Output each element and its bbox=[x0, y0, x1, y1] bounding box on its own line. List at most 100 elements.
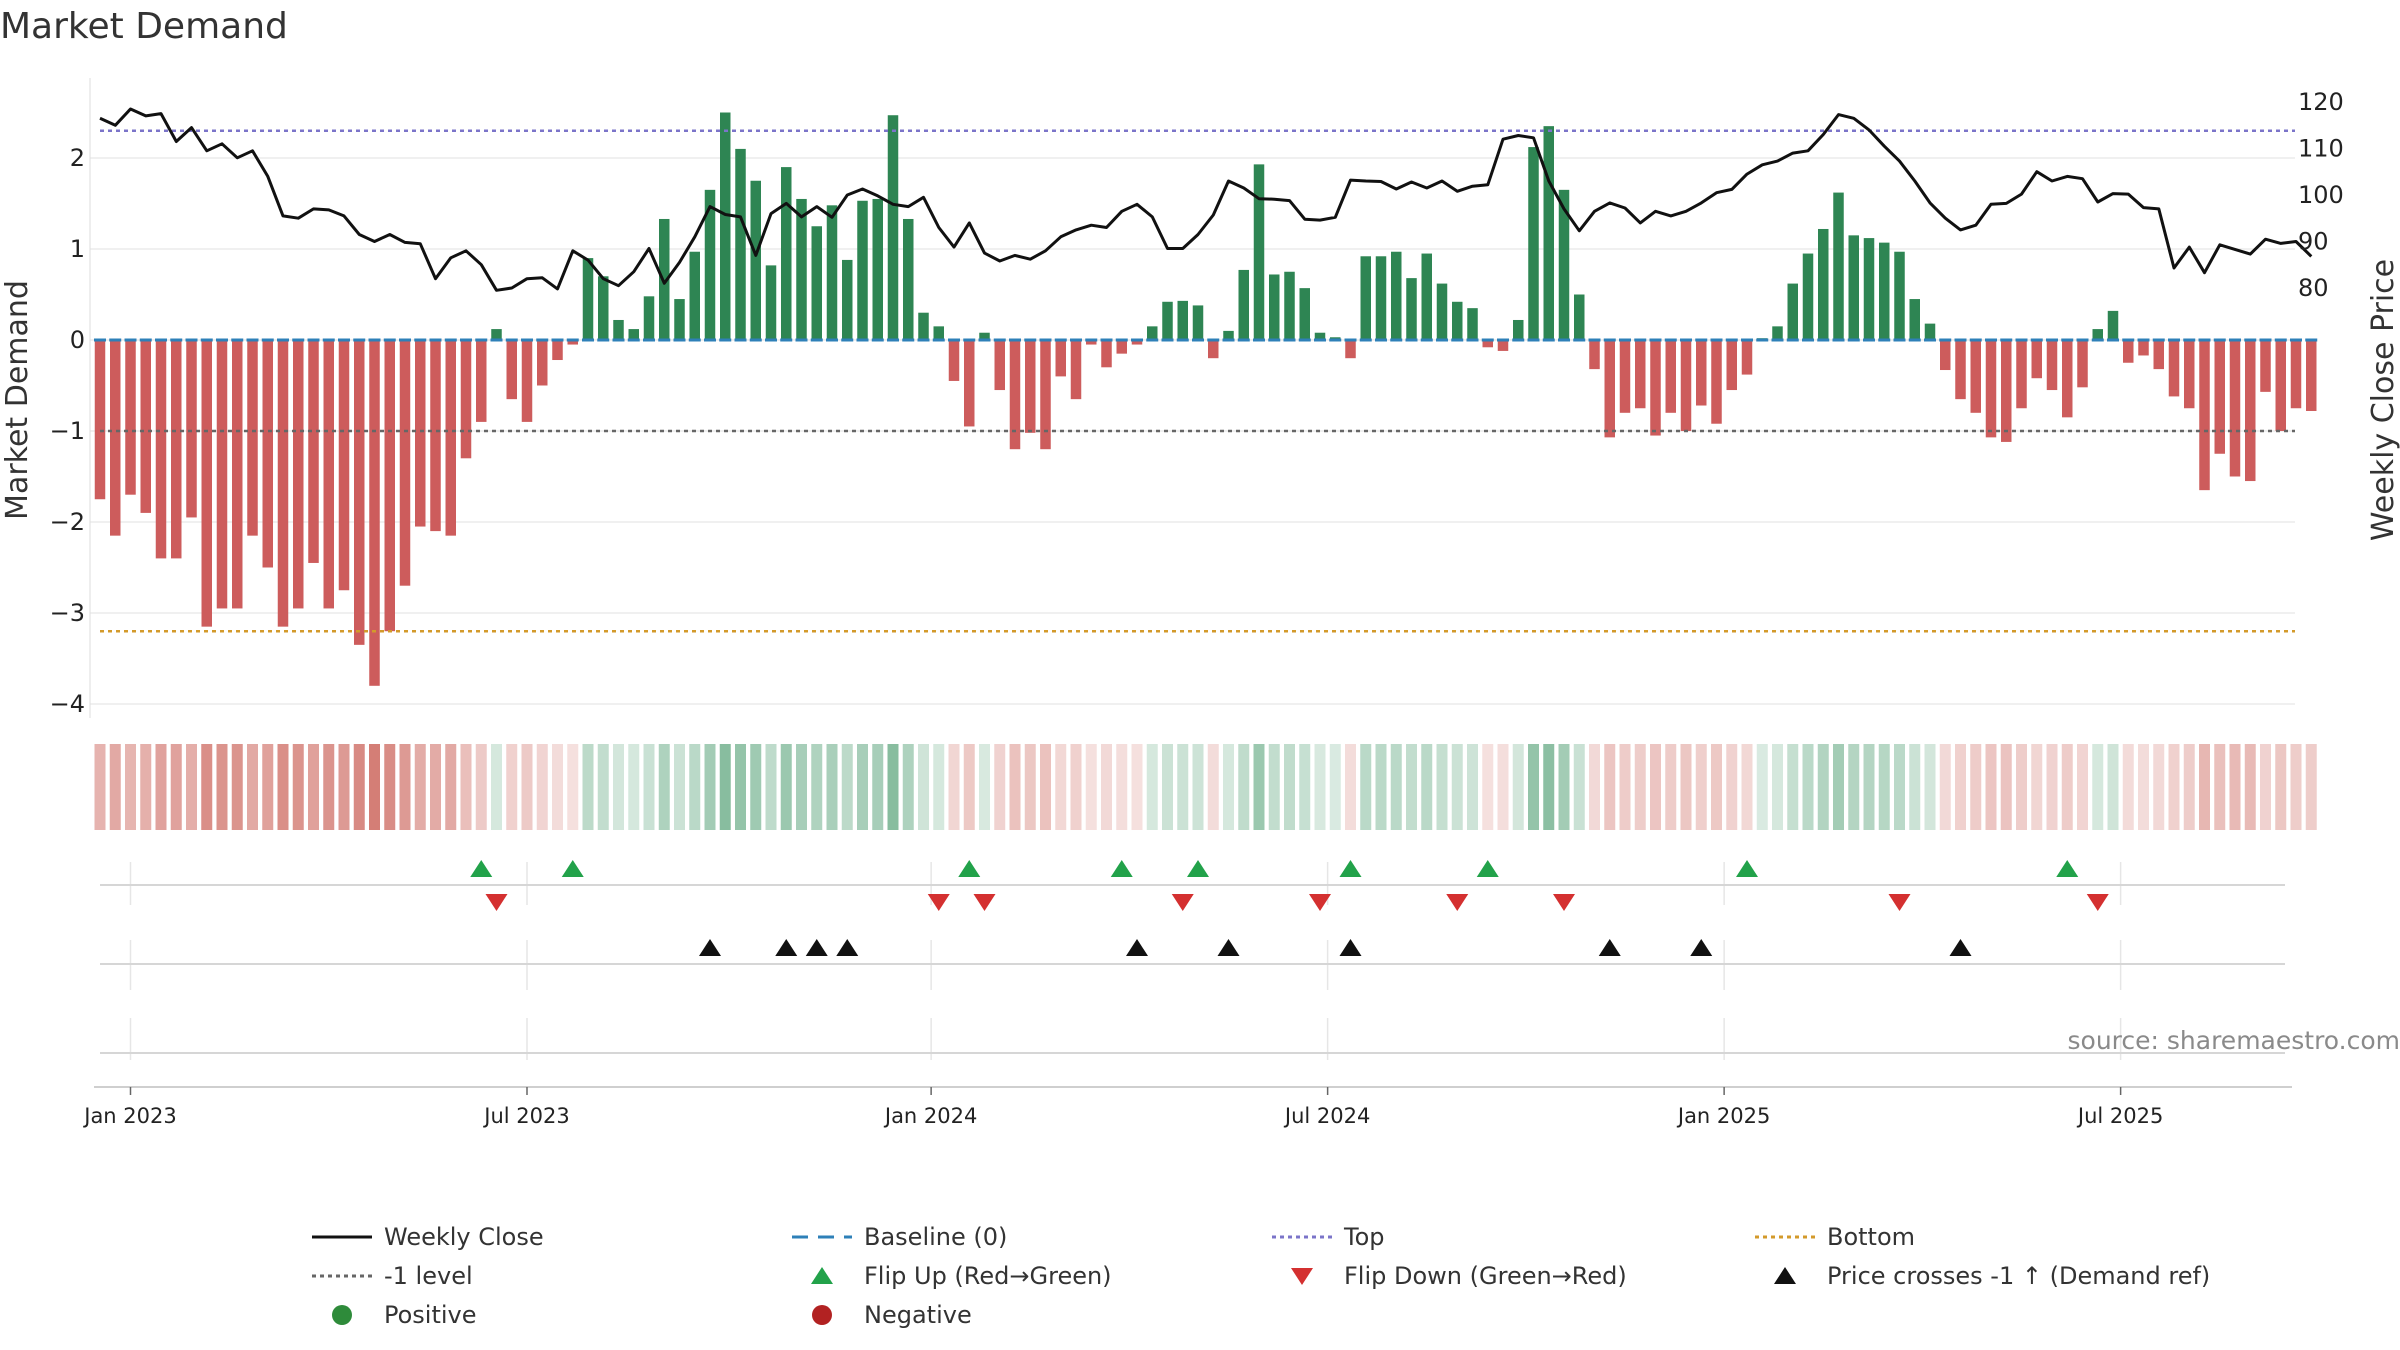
legend-label: Baseline (0) bbox=[864, 1223, 1007, 1251]
demand-bar-positive bbox=[1314, 332, 1326, 340]
demand-bar-positive bbox=[1863, 238, 1875, 340]
heat-cell bbox=[1589, 744, 1600, 830]
heat-cell bbox=[719, 744, 731, 830]
heat-cell bbox=[597, 744, 609, 830]
heat-cell bbox=[2153, 744, 2165, 830]
heat-cell bbox=[491, 744, 502, 830]
legend-item: Negative bbox=[812, 1301, 972, 1329]
demand-bar-negative bbox=[2077, 340, 2088, 388]
demand-bar-negative bbox=[384, 340, 395, 632]
flip-down-marker bbox=[485, 894, 508, 911]
demand-bar-negative bbox=[1345, 340, 1356, 359]
demand-bar-negative bbox=[2138, 340, 2149, 356]
heat-cell bbox=[1955, 744, 1966, 830]
heat-cell bbox=[1528, 744, 1539, 830]
price-cross-marker bbox=[1949, 939, 1972, 956]
heat-cell bbox=[2199, 744, 2210, 830]
demand-bar-negative bbox=[506, 340, 517, 400]
demand-bar-negative bbox=[1101, 340, 1112, 368]
heat-cell bbox=[1299, 744, 1311, 830]
legend-label: Flip Up (Red→Green) bbox=[864, 1262, 1112, 1290]
heat-cell bbox=[1040, 744, 1051, 830]
x-tick-label: Jan 2025 bbox=[1676, 1104, 1771, 1128]
demand-bar-positive bbox=[1787, 283, 1798, 340]
demand-bar-positive bbox=[1177, 300, 1188, 340]
demand-bar-negative bbox=[1070, 340, 1082, 400]
heat-cell bbox=[1146, 744, 1158, 830]
heat-cell bbox=[399, 744, 411, 830]
demand-bar-negative bbox=[537, 340, 548, 386]
heat-cell bbox=[1665, 744, 1677, 830]
demand-bar-positive bbox=[1360, 256, 1371, 340]
demand-heat-strip bbox=[94, 744, 2317, 830]
demand-bar-negative bbox=[430, 340, 441, 532]
heat-cell bbox=[1772, 744, 1783, 830]
legend-item: -1 level bbox=[312, 1262, 473, 1290]
y2-tick-label: 110 bbox=[2298, 135, 2344, 163]
demand-bars bbox=[94, 112, 2318, 686]
demand-bar-negative bbox=[1635, 340, 1646, 409]
legend-swatch-circle bbox=[812, 1305, 832, 1325]
demand-bar-negative bbox=[1985, 340, 1997, 438]
flip-down-marker bbox=[973, 894, 996, 911]
heat-cell bbox=[1451, 744, 1463, 830]
demand-bar-positive bbox=[1421, 253, 1432, 340]
demand-bar-negative bbox=[2275, 340, 2286, 431]
heat-cell bbox=[1421, 744, 1433, 830]
legend-item: Bottom bbox=[1755, 1223, 1915, 1251]
demand-bar-negative bbox=[2062, 340, 2073, 418]
demand-bar-negative bbox=[1955, 340, 1966, 400]
heat-cell bbox=[338, 744, 350, 830]
heat-cell bbox=[1650, 744, 1661, 830]
heat-cell bbox=[902, 744, 914, 830]
heat-cell bbox=[780, 744, 792, 830]
chart-title: Market Demand bbox=[0, 6, 288, 47]
heat-cell bbox=[918, 744, 929, 830]
heat-cell bbox=[674, 744, 685, 830]
demand-bar-negative bbox=[2290, 340, 2302, 409]
demand-bar-negative bbox=[460, 340, 472, 459]
heat-cell bbox=[2305, 744, 2317, 830]
demand-bar-positive bbox=[1375, 256, 1387, 340]
heat-cell bbox=[1467, 744, 1478, 830]
heat-cell bbox=[689, 744, 701, 830]
heat-cell bbox=[1817, 744, 1829, 830]
demand-bar-negative bbox=[2046, 340, 2058, 391]
heat-cell bbox=[1970, 744, 1982, 830]
demand-bar-positive bbox=[2107, 310, 2119, 340]
demand-bar-negative bbox=[552, 340, 563, 361]
heat-cell bbox=[475, 744, 487, 830]
demand-bar-negative bbox=[1741, 340, 1753, 375]
heat-cell bbox=[567, 744, 579, 830]
heat-cell bbox=[125, 744, 136, 830]
demand-bar-positive bbox=[811, 226, 822, 340]
demand-bar-positive bbox=[643, 296, 655, 340]
demand-bar-positive bbox=[1802, 253, 1814, 340]
heat-cell bbox=[1406, 744, 1417, 830]
demand-bar-positive bbox=[1452, 301, 1463, 340]
legend-label: Flip Down (Green→Red) bbox=[1344, 1262, 1627, 1290]
heat-cell bbox=[1177, 744, 1189, 830]
demand-bar-negative bbox=[1711, 340, 1722, 424]
flip-up-marker bbox=[1187, 860, 1209, 877]
heat-cell bbox=[140, 744, 152, 830]
heat-cell bbox=[963, 744, 975, 830]
y-tick-label: −4 bbox=[50, 690, 85, 718]
flip-down-marker bbox=[1171, 894, 1194, 911]
demand-bar-negative bbox=[1589, 340, 1600, 370]
legend-swatch-triangle-up bbox=[1774, 1267, 1796, 1284]
y-axis-label: Market Demand bbox=[0, 280, 35, 520]
demand-bar-negative bbox=[2229, 340, 2241, 477]
heat-cell bbox=[658, 744, 670, 830]
heat-cell bbox=[201, 744, 213, 830]
legend-swatch-triangle-down bbox=[1291, 1268, 1313, 1285]
y-tick-label: −3 bbox=[50, 599, 85, 627]
heat-cell bbox=[1238, 744, 1250, 830]
heat-cell bbox=[1497, 744, 1509, 830]
heat-cell bbox=[2061, 744, 2073, 830]
flip-up-marker bbox=[561, 860, 584, 877]
weekly-close-series bbox=[99, 107, 2313, 292]
heat-cell bbox=[2092, 744, 2104, 830]
heat-cell bbox=[1833, 744, 1844, 830]
demand-bar-negative bbox=[1619, 340, 1631, 413]
